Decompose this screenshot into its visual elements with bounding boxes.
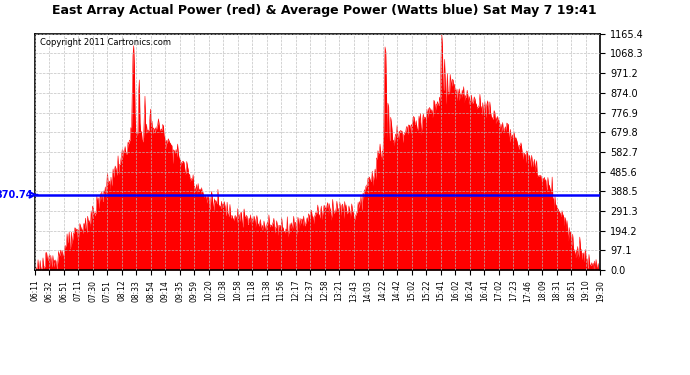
Text: Copyright 2011 Cartronics.com: Copyright 2011 Cartronics.com <box>40 39 171 48</box>
Text: 370.74: 370.74 <box>0 190 33 200</box>
Text: East Array Actual Power (red) & Average Power (Watts blue) Sat May 7 19:41: East Array Actual Power (red) & Average … <box>52 4 597 17</box>
